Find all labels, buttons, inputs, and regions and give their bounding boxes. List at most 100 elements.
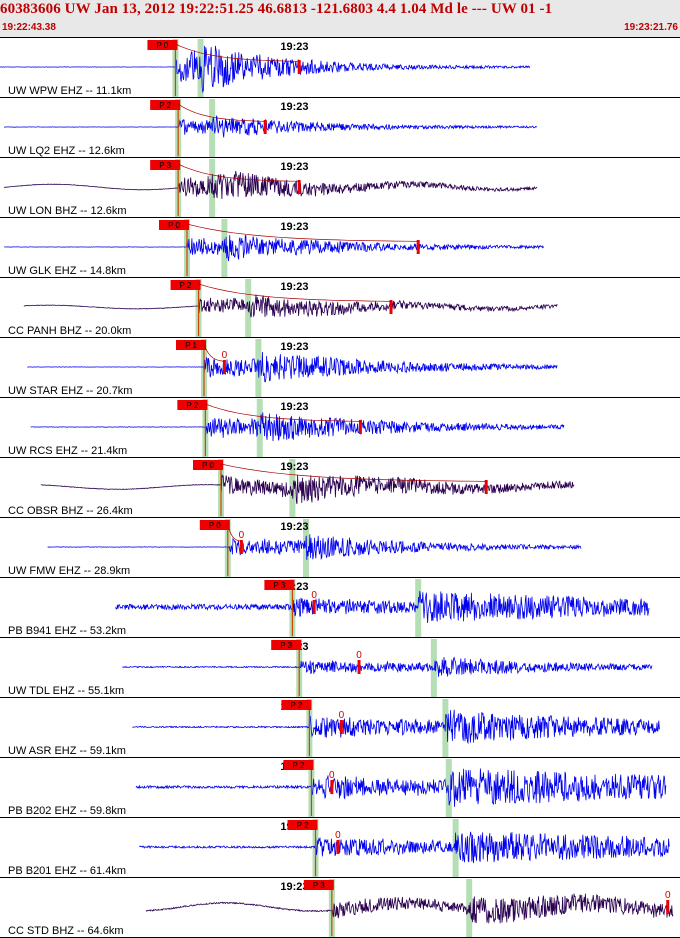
coda-zero-label: 0 — [222, 350, 228, 361]
seismogram-plot[interactable]: 19:23 P 0 UW WPW EHZ -- 11.1km 19:23 P 2 UW L… — [0, 38, 680, 938]
p-pick-flag[interactable] — [150, 100, 181, 110]
waveform — [135, 768, 667, 807]
p-pick-flag[interactable] — [150, 160, 181, 170]
trace-panel[interactable]: 19:23 P 0 UW GLK EHZ -- 14.8km — [0, 219, 680, 278]
p-pick-flag[interactable] — [283, 760, 314, 770]
coda-zero-label: 0 — [239, 530, 245, 541]
time-tick-label: 19:23 — [280, 161, 308, 173]
time-tick-label: 19:23 — [280, 341, 308, 353]
p-pick-label: P 0 — [157, 41, 169, 50]
coda-marker[interactable] — [263, 120, 267, 134]
coda-zero-label: 0 — [356, 650, 362, 661]
p-pick-flag[interactable] — [177, 400, 208, 410]
p-pick-flag[interactable] — [264, 580, 295, 590]
p-pick-label: P 3 — [280, 641, 292, 650]
trace-panel[interactable]: 19:23 P 0 0 UW FMW EHZ -- 28.9km — [0, 519, 680, 578]
waveform — [0, 45, 531, 94]
station-label: PB B941 EHZ -- 53.2km — [8, 625, 126, 637]
trace-panel[interactable]: 19:23 P 1 0 UW STAR EHZ -- 20.7km — [0, 339, 680, 398]
s-window — [430, 639, 437, 697]
trace-panel[interactable]: 19:23 P 3 0 CC STD BHZ -- 64.6km — [0, 879, 680, 938]
time-tick-label: 19:23 — [280, 101, 308, 113]
time-tick-label: 19:23 — [280, 41, 308, 53]
coda-zero-label: 0 — [339, 710, 345, 721]
coda-marker[interactable] — [297, 180, 301, 194]
coda-zero-label: 0 — [329, 770, 335, 781]
coda-marker[interactable] — [222, 360, 226, 374]
trace-panel[interactable]: 19:23 P 3 UW LON BHZ -- 12.6km — [0, 159, 680, 218]
coda-marker[interactable] — [389, 300, 393, 314]
trace-panel[interactable]: 19:23 P 2 UW RCS EHZ -- 21.4km — [0, 399, 680, 458]
coda-decay-curve — [205, 403, 361, 422]
s-window — [303, 519, 309, 577]
waveform — [4, 115, 538, 138]
p-pick-flag[interactable] — [271, 640, 302, 650]
coda-marker[interactable] — [297, 60, 301, 74]
p-pick-flag[interactable] — [303, 880, 334, 890]
p-pick-flag[interactable] — [170, 280, 201, 290]
station-label: CC PANH BHZ -- 20.0km — [8, 325, 131, 337]
coda-decay-curve — [175, 43, 300, 62]
coda-marker[interactable] — [358, 420, 362, 434]
coda-decay-curve — [203, 343, 225, 362]
p-pick-flag[interactable] — [281, 700, 312, 710]
trace-panel[interactable]: 19:23 P 2 UW LQ2 EHZ -- 12.6km — [0, 99, 680, 158]
trace-panel[interactable]: 19:23 P 0 CC OBSR BHZ -- 26.4km — [0, 459, 680, 518]
coda-decay-curve — [198, 283, 392, 302]
p-pick-flag[interactable] — [159, 220, 189, 230]
coda-decay-curve — [178, 163, 300, 182]
coda-marker[interactable] — [484, 480, 488, 494]
p-pick-flag[interactable] — [193, 460, 223, 470]
waveform — [23, 294, 558, 318]
coda-marker[interactable] — [666, 900, 670, 914]
station-label: CC STD BHZ -- 64.6km — [8, 925, 124, 937]
station-label: UW STAR EHZ -- 20.7km — [8, 385, 132, 397]
coda-marker[interactable] — [330, 780, 334, 794]
event-header: 60383606 UW Jan 13, 2012 19:22:51.25 46.… — [0, 0, 680, 38]
station-label: UW LQ2 EHZ -- 12.6km — [8, 145, 125, 157]
p-pick-flag[interactable] — [287, 820, 318, 830]
waveform — [145, 893, 674, 924]
waveform — [47, 534, 582, 561]
waveform — [122, 656, 653, 677]
coda-zero-label: 0 — [311, 590, 317, 601]
station-label: UW FMW EHZ -- 28.9km — [8, 565, 130, 577]
event-title: 60383606 UW Jan 13, 2012 19:22:51.25 46.… — [0, 1, 553, 17]
s-window — [445, 759, 452, 817]
p-pick-label: P 2 — [293, 761, 305, 770]
station-label: UW RCS EHZ -- 21.4km — [8, 445, 127, 457]
window-end-time: 19:23:21.76 — [624, 22, 678, 33]
coda-decay-curve — [186, 223, 419, 242]
trace-panel[interactable]: 19:23 P 0 UW WPW EHZ -- 11.1km — [0, 39, 680, 98]
p-pick-label: P 0 — [202, 461, 214, 470]
p-pick-flag[interactable] — [199, 520, 230, 530]
p-pick-label: P 3 — [313, 881, 325, 890]
coda-marker[interactable] — [357, 660, 361, 674]
trace-panel[interactable]: 19:23 P 2 CC PANH BHZ -- 20.0km — [0, 279, 680, 338]
time-tick-label: 19:23 — [280, 221, 308, 233]
waveform — [132, 709, 660, 745]
p-pick-label: P 2 — [159, 101, 171, 110]
p-pick-flag[interactable] — [176, 340, 206, 350]
station-label: UW GLK EHZ -- 14.8km — [8, 265, 126, 277]
station-label: PB B201 EHZ -- 61.4km — [8, 865, 126, 877]
waveform — [40, 474, 575, 505]
coda-marker[interactable] — [336, 840, 340, 854]
coda-zero-label: 0 — [335, 830, 341, 841]
station-label: UW TDL EHZ -- 55.1km — [8, 685, 124, 697]
coda-marker[interactable] — [312, 600, 316, 614]
time-tick-label: 19:23 — [280, 521, 308, 533]
station-label: UW WPW EHZ -- 11.1km — [8, 85, 131, 97]
coda-marker[interactable] — [416, 240, 420, 254]
p-pick-flag[interactable] — [147, 40, 178, 50]
coda-marker[interactable] — [339, 720, 343, 734]
p-pick-label: P 2 — [297, 821, 309, 830]
p-pick-label: P 2 — [290, 701, 302, 710]
coda-marker[interactable] — [239, 540, 243, 554]
